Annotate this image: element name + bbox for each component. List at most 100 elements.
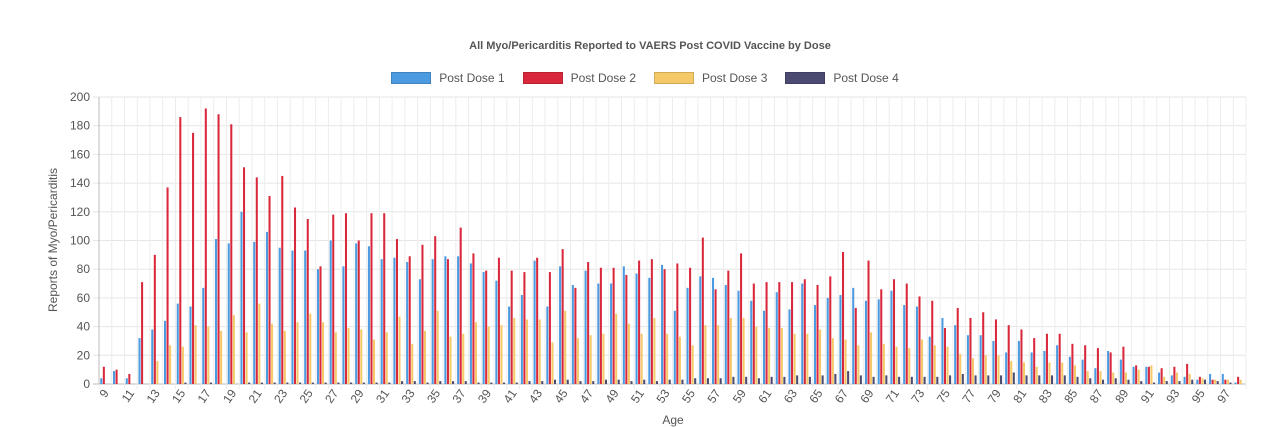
bar-dose-3[interactable]	[220, 330, 223, 384]
bar-dose-2[interactable]	[370, 213, 373, 384]
bar-dose-1[interactable]	[227, 243, 230, 384]
bar-dose-3[interactable]	[946, 346, 949, 384]
bar-dose-4[interactable]	[1140, 381, 1143, 384]
bar-dose-2[interactable]	[1084, 345, 1087, 384]
bar-dose-4[interactable]	[949, 375, 952, 384]
bar-dose-2[interactable]	[1058, 333, 1061, 384]
bar-dose-1[interactable]	[1145, 366, 1148, 384]
bar-dose-2[interactable]	[816, 284, 819, 384]
bar-dose-2[interactable]	[1033, 338, 1036, 384]
bar-dose-2[interactable]	[1020, 329, 1023, 384]
bar-dose-1[interactable]	[508, 306, 511, 384]
bar-dose-2[interactable]	[255, 177, 258, 384]
bar-dose-4[interactable]	[936, 376, 939, 384]
bar-dose-3[interactable]	[373, 339, 376, 384]
bar-dose-3[interactable]	[755, 326, 758, 384]
bar-dose-2[interactable]	[791, 282, 794, 384]
bar-dose-4[interactable]	[796, 375, 799, 384]
bar-dose-2[interactable]	[854, 307, 857, 384]
bar-dose-2[interactable]	[638, 260, 641, 384]
legend-item-dose-4[interactable]: Post Dose 4	[785, 71, 899, 85]
bar-dose-1[interactable]	[304, 250, 307, 384]
bar-dose-2[interactable]	[599, 267, 602, 384]
bar-dose-1[interactable]	[418, 279, 421, 384]
bar-dose-4[interactable]	[324, 382, 327, 384]
bar-dose-1[interactable]	[941, 317, 944, 384]
bar-dose-1[interactable]	[737, 290, 740, 384]
bar-dose-4[interactable]	[401, 381, 404, 384]
bar-dose-2[interactable]	[561, 249, 564, 384]
bar-dose-1[interactable]	[189, 306, 192, 384]
bar-dose-1[interactable]	[546, 306, 549, 384]
bar-dose-1[interactable]	[622, 266, 625, 384]
bar-dose-4[interactable]	[426, 382, 429, 384]
bar-dose-2[interactable]	[918, 296, 921, 384]
bar-dose-2[interactable]	[880, 289, 883, 384]
bar-dose-3[interactable]	[398, 316, 401, 384]
bar-dose-3[interactable]	[462, 333, 465, 384]
bar-dose-4[interactable]	[910, 376, 913, 384]
bar-dose-3[interactable]	[551, 342, 554, 384]
bar-dose-4[interactable]	[604, 379, 608, 384]
bar-dose-1[interactable]	[329, 240, 332, 385]
bar-dose-3[interactable]	[1086, 371, 1089, 384]
bar-dose-1[interactable]	[1209, 373, 1212, 384]
bar-dose-4[interactable]	[783, 376, 786, 384]
bar-dose-2[interactable]	[268, 196, 271, 384]
bar-dose-2[interactable]	[179, 117, 182, 384]
bar-dose-4[interactable]	[592, 381, 595, 384]
bar-dose-3[interactable]	[729, 317, 732, 384]
bar-dose-2[interactable]	[421, 244, 424, 384]
bar-dose-1[interactable]	[712, 277, 715, 384]
bar-dose-2[interactable]	[650, 259, 653, 384]
bar-dose-2[interactable]	[676, 263, 679, 384]
bar-dose-1[interactable]	[852, 287, 855, 384]
bar-dose-3[interactable]	[474, 322, 478, 384]
bar-dose-1[interactable]	[444, 256, 447, 384]
bar-dose-3[interactable]	[870, 332, 873, 384]
bar-dose-2[interactable]	[281, 175, 284, 384]
bar-dose-3[interactable]	[742, 317, 745, 384]
bar-dose-3[interactable]	[768, 328, 771, 384]
bar-dose-3[interactable]	[895, 346, 898, 384]
bar-dose-1[interactable]	[890, 290, 893, 384]
bar-dose-1[interactable]	[367, 246, 370, 384]
bar-dose-1[interactable]	[1005, 352, 1008, 384]
bar-dose-2[interactable]	[128, 373, 131, 384]
bar-dose-2[interactable]	[1147, 366, 1150, 384]
bar-dose-4[interactable]	[655, 381, 658, 384]
bar-dose-3[interactable]	[500, 325, 503, 384]
bar-dose-3[interactable]	[309, 313, 312, 384]
bar-dose-3[interactable]	[933, 345, 936, 384]
bar-dose-2[interactable]	[357, 240, 360, 385]
bar-dose-2[interactable]	[1007, 325, 1010, 384]
bar-dose-4[interactable]	[681, 379, 684, 384]
bar-dose-2[interactable]	[956, 307, 959, 384]
bar-dose-3[interactable]	[156, 361, 159, 384]
bar-dose-1[interactable]	[750, 300, 753, 384]
bar-dose-3[interactable]	[1188, 373, 1191, 384]
bar-dose-1[interactable]	[355, 243, 358, 384]
legend-item-dose-2[interactable]: Post Dose 2	[522, 71, 636, 85]
bar-dose-1[interactable]	[316, 269, 319, 384]
bar-dose-3[interactable]	[717, 325, 720, 384]
bar-dose-1[interactable]	[979, 335, 982, 384]
bar-dose-3[interactable]	[857, 345, 860, 384]
bar-dose-3[interactable]	[449, 336, 452, 384]
bar-dose-3[interactable]	[1099, 371, 1102, 384]
bar-dose-3[interactable]	[691, 345, 694, 384]
bar-dose-4[interactable]	[847, 371, 850, 384]
bar-dose-1[interactable]	[495, 280, 498, 384]
bar-dose-4[interactable]	[694, 378, 697, 384]
bar-dose-3[interactable]	[322, 322, 325, 384]
bar-dose-2[interactable]	[523, 272, 526, 384]
bar-dose-2[interactable]	[306, 218, 309, 384]
bar-dose-3[interactable]	[576, 338, 579, 384]
bar-dose-3[interactable]	[194, 325, 197, 384]
bar-dose-2[interactable]	[217, 114, 220, 384]
bar-dose-4[interactable]	[1127, 379, 1130, 384]
bar-dose-2[interactable]	[459, 227, 462, 384]
bar-dose-2[interactable]	[485, 270, 488, 384]
bar-dose-1[interactable]	[100, 378, 103, 384]
bar-dose-3[interactable]	[360, 329, 363, 384]
